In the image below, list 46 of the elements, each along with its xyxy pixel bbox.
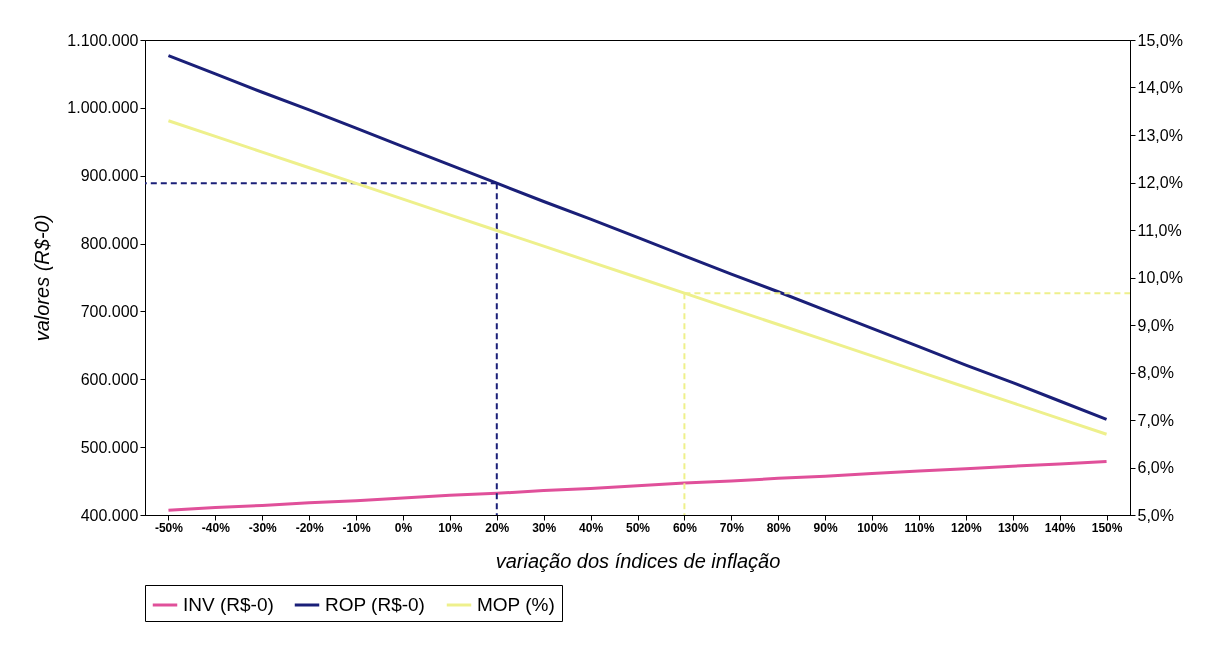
y2-tick-label: 10,0% xyxy=(1137,269,1183,286)
y2-tick-label: 13,0% xyxy=(1137,126,1183,144)
x-tick-label: 80% xyxy=(766,520,792,535)
x-tick-label: 40% xyxy=(579,520,604,535)
y-tick-label: 600.000 xyxy=(80,370,139,388)
legend-label: INV (R$-0) xyxy=(183,594,274,615)
y2-tick-label: 6,0% xyxy=(1137,459,1174,476)
y2-tick-label: 7,0% xyxy=(1137,411,1174,429)
y-tick-label: 1.100.000 xyxy=(67,31,139,49)
x-tick-label: -40% xyxy=(201,520,231,535)
y-tick-label: 500.000 xyxy=(80,438,139,456)
x-axis-title: variação dos índices de inflação xyxy=(495,549,781,572)
x-tick-label: -10% xyxy=(342,520,371,535)
x-tick-label: -20% xyxy=(295,520,324,535)
x-tick-label: 140% xyxy=(1044,520,1076,535)
x-tick-label: 150% xyxy=(1091,520,1123,535)
x-tick-label: 0% xyxy=(394,520,413,535)
y2-tick-label: 11,0% xyxy=(1137,221,1182,239)
y-tick-label: 400.000 xyxy=(80,506,139,524)
y-tick-label: 800.000 xyxy=(80,235,139,253)
x-tick-label: 100% xyxy=(857,520,889,535)
y-tick-label: 700.000 xyxy=(80,302,139,320)
y2-tick-label: 8,0% xyxy=(1137,364,1174,381)
legend-label: MOP (%) xyxy=(477,594,555,615)
x-tick-label: 30% xyxy=(532,520,557,535)
y2-tick-label: 5,0% xyxy=(1137,506,1174,524)
line-series xyxy=(166,459,1109,512)
y2-tick-label: 12,0% xyxy=(1137,174,1183,191)
x-tick-label: 20% xyxy=(485,520,510,535)
x-tick-label: 70% xyxy=(719,520,745,535)
y-axis-title: valores (R$-0) xyxy=(31,214,54,342)
x-tick-label: 60% xyxy=(672,520,698,535)
legend-label: ROP (R$-0) xyxy=(325,594,425,615)
x-tick-label: 10% xyxy=(438,520,463,535)
x-tick-label: 50% xyxy=(625,520,651,535)
y2-tick-label: 14,0% xyxy=(1137,79,1183,96)
y2-tick-label: 15,0% xyxy=(1137,31,1183,49)
x-tick-label: 130% xyxy=(997,520,1029,535)
x-tick-label: 110% xyxy=(904,520,935,535)
x-tick-label: 90% xyxy=(813,520,838,535)
y-tick-label: 900.000 xyxy=(80,167,139,185)
y-tick-label: 1.000.000 xyxy=(67,99,139,117)
x-tick-label: 120% xyxy=(950,520,982,535)
x-tick-label: -50% xyxy=(154,520,184,535)
x-tick-label: -30% xyxy=(248,520,278,535)
y2-tick-label: 9,0% xyxy=(1137,316,1174,334)
